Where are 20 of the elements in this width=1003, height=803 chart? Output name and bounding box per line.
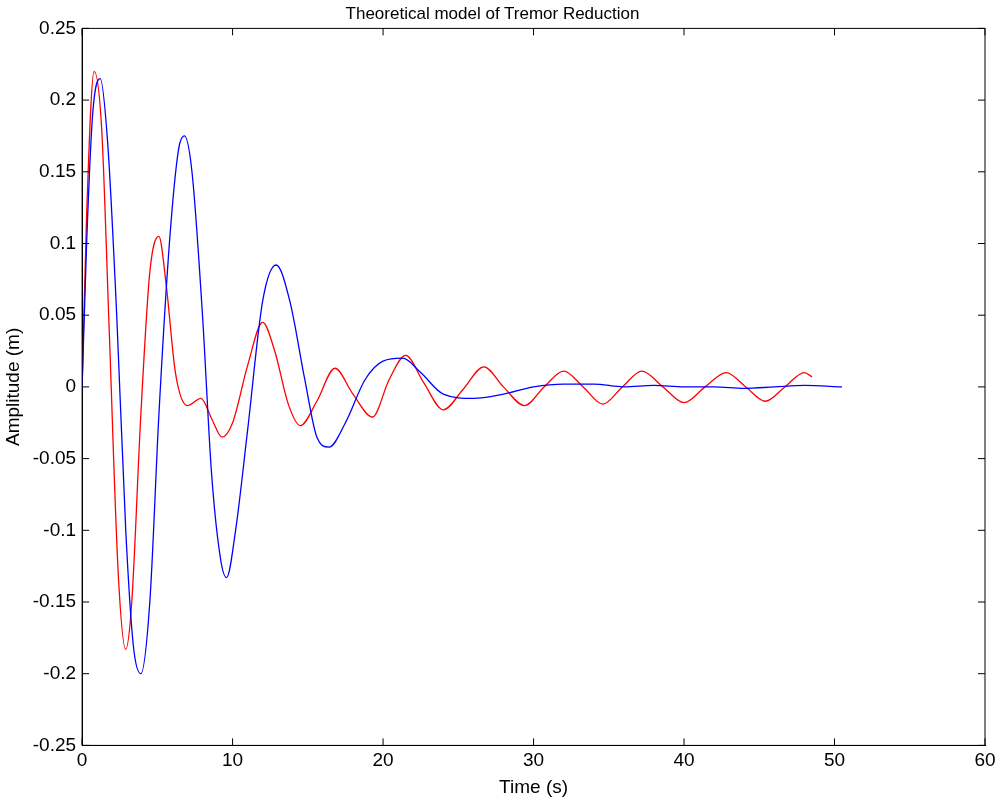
y-tick-label: -0.1 — [43, 518, 77, 540]
y-axis-title: Amplitude (m) — [1, 327, 23, 447]
y-tick-label: 0 — [65, 375, 77, 397]
y-tick-label: 0.25 — [39, 16, 77, 38]
x-tick-label: 30 — [522, 749, 545, 771]
y-tick-label: 0.05 — [39, 303, 77, 325]
y-tick-label: 0.2 — [49, 88, 77, 110]
x-tick-label: 60 — [974, 749, 996, 771]
x-tick-label: 50 — [823, 749, 846, 771]
x-tick-label: 10 — [222, 749, 244, 771]
x-tick-label: 20 — [372, 749, 394, 771]
x-tick-label: 40 — [673, 749, 695, 771]
y-tick-label: -0.2 — [43, 661, 77, 683]
y-tick-label: -0.15 — [32, 590, 77, 612]
x-axis-title: Time (s) — [499, 775, 569, 797]
chart-title: Theoretical model of Tremor Reduction — [345, 3, 640, 23]
y-tick-label: 0.15 — [39, 160, 77, 182]
y-tick-label: -0.05 — [32, 446, 77, 468]
y-tick-label: -0.25 — [32, 733, 77, 755]
y-tick-label: 0.1 — [49, 231, 77, 253]
